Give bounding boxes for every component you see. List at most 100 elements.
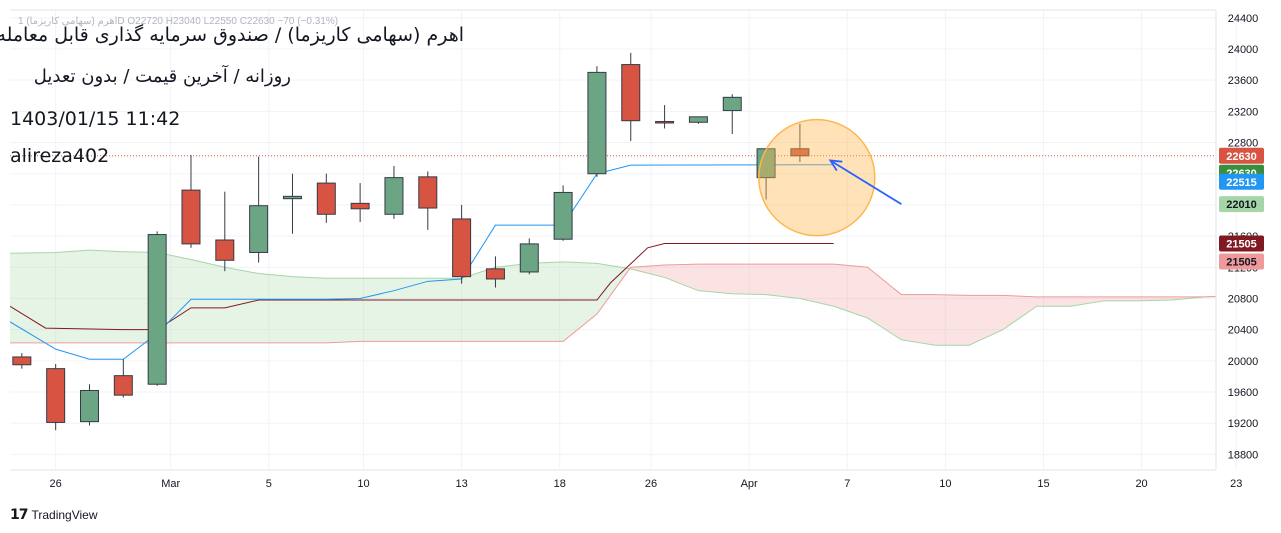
price-label-bg [1219,235,1264,252]
candle [113,359,133,398]
price-label: 22630 [1219,147,1264,164]
y-tick-label: 23200 [1228,106,1259,118]
candle-body [282,195,302,200]
chart-timestamp: 1403/01/15 11:42 [10,108,181,130]
candle-body [519,243,539,273]
x-tick-label: 13 [455,478,467,490]
price-label: 22515 [1219,173,1264,190]
x-axis: 26Mar510131826Apr71015202328May [50,478,1243,490]
x-tick-label: Mar [161,478,180,490]
x-tick-label: 20 [1135,478,1147,490]
candle-body [79,389,99,423]
candle [46,363,66,431]
grid [10,10,1237,470]
y-tick-label: 19600 [1228,387,1259,399]
candle [12,353,32,369]
price-label-bg [1219,173,1264,190]
candle-body [553,191,573,240]
plot-area [10,52,1216,431]
price-label: 22010 [1219,196,1264,213]
candle [452,204,472,284]
candle-body [621,64,641,122]
cloud-bearish [630,264,1206,346]
y-tick-label: 24400 [1228,13,1259,25]
candle-body [722,96,742,112]
candle-body [12,356,32,366]
tradingview-logo-icon: 17 [10,507,29,523]
highlight-circle [758,118,876,237]
price-label-bg [1219,147,1264,164]
candle [655,105,675,129]
x-tick-label: 26 [645,478,657,490]
chart-author: alireza402 [10,145,110,167]
senkou-span-a-line [10,249,1216,346]
candle-body [485,268,505,280]
y-tick-label: 19200 [1228,418,1259,430]
y-tick-label: 20800 [1228,293,1259,305]
candle [384,165,404,219]
candle-body [316,182,336,215]
candle [316,173,336,223]
candle-body [147,234,167,385]
candle-body [418,176,438,209]
price-label-bg [1219,253,1264,270]
candle [418,171,438,230]
candle-body [113,375,133,396]
tradingview-logo-text: TradingView [31,508,98,522]
price-label-text: 22630 [1226,151,1257,163]
base-line [10,243,834,331]
price-label: 21505 [1219,253,1264,270]
tradingview-logo[interactable]: 17 TradingView [10,507,98,523]
candle [519,238,539,275]
price-label-text: 21505 [1226,257,1257,269]
y-tick-label: 22800 [1228,138,1259,150]
candle [249,156,269,263]
candle-body [655,120,675,124]
x-tick-label: 26 [50,478,62,490]
candle [587,66,607,177]
x-tick-label: 18 [554,478,566,490]
x-tick-label: 7 [844,478,850,490]
annotation-arrow-head [828,159,843,172]
annotation-arrow [829,159,902,205]
price-label-text: 21505 [1226,239,1257,251]
x-tick-label: 10 [357,478,369,490]
senkou-span-b-line [10,263,1216,344]
y-tick-label: 18800 [1228,449,1259,461]
x-tick-label: 5 [266,478,272,490]
candle [790,123,810,163]
x-tick-label: 10 [939,478,951,490]
x-tick-label: 15 [1037,478,1049,490]
candle-body [181,189,201,245]
candle-body [452,218,472,278]
price-label-text: 22515 [1226,177,1257,189]
candle [181,155,201,248]
x-tick-label: 23 [1230,478,1242,490]
candle-body [688,116,708,123]
candle [553,185,573,241]
y-tick-label: 24000 [1228,44,1259,56]
x-tick-label: Apr [741,478,758,490]
price-label-text: 22010 [1226,199,1257,211]
candle [282,173,302,234]
candle [688,116,708,124]
candle [621,52,641,141]
price-labels: 226302263022515220102150521505 [1219,147,1264,270]
price-label-bg [1219,196,1264,213]
y-tick-label: 20400 [1228,325,1259,337]
candle-body [249,205,269,253]
candle [79,384,99,426]
price-label: 21505 [1219,235,1264,252]
candle-body [215,239,235,261]
y-tick-label: 23600 [1228,75,1259,87]
chart-title: اهرم (سهامی کاریزما) / صندوق سرمایه گذار… [0,24,464,46]
chart-subtitle: روزانه / آخرین قیمت / بدون تعدیل [33,66,291,87]
candle-body [790,148,810,157]
ohlc-legend: اهرم (سهامی کاریزما) 1D O22720 H23040 L2… [18,16,339,27]
candle [215,191,235,272]
y-tick-label: 20000 [1228,356,1259,368]
candle [350,183,370,223]
candle-body [350,202,370,210]
candle [147,231,167,386]
